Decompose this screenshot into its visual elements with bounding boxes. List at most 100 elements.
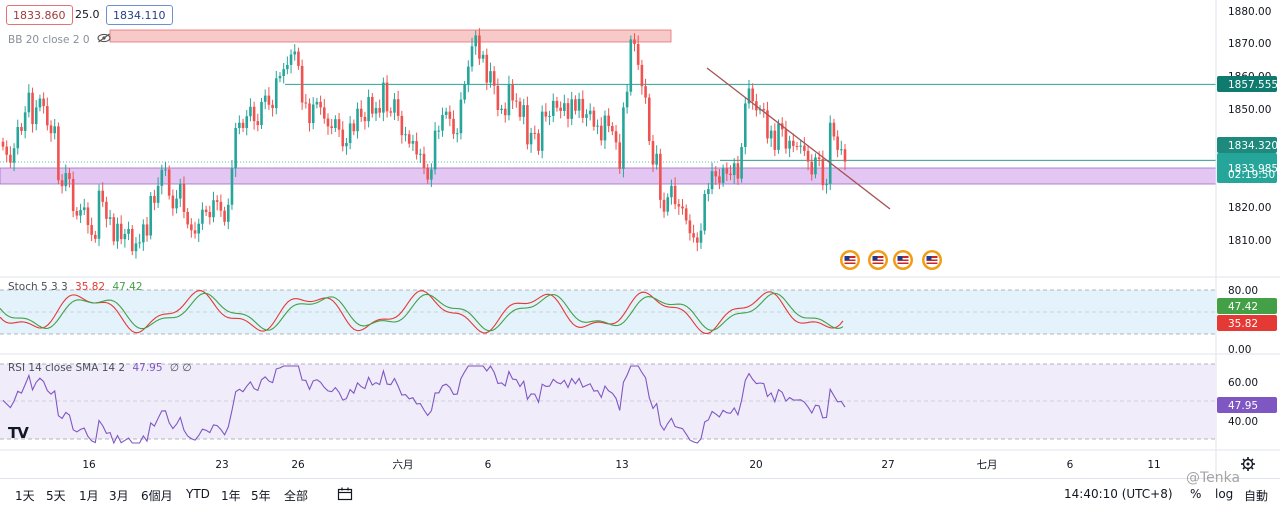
candle-body — [212, 200, 215, 218]
candle-body — [149, 195, 153, 236]
support-zone — [0, 167, 1217, 185]
rsi-label-text: RSI 14 close SMA 14 2 — [8, 362, 126, 374]
stoch-indicator-label[interactable]: Stoch 5 3 3 35.82 47.42 — [8, 281, 143, 293]
tradingview-logo-icon[interactable]: TV — [8, 424, 29, 442]
ask-price-badge[interactable]: 1834.110 — [106, 5, 173, 25]
candle-body — [260, 101, 263, 126]
candle-body — [430, 169, 433, 180]
candle-body — [348, 123, 352, 144]
timeframe-button[interactable]: 6個月 — [141, 489, 173, 503]
candle-body — [633, 39, 636, 45]
candle-body — [271, 104, 274, 109]
event-flag-stripe — [897, 261, 909, 263]
candle-body — [352, 123, 356, 132]
compare-range-icon[interactable] — [337, 487, 353, 504]
candle-body — [559, 107, 562, 112]
settings-gear-icon[interactable] — [1241, 457, 1255, 471]
candle-body — [570, 99, 574, 119]
time-tick-label: 23 — [215, 459, 228, 471]
indicator-tick-label: 80.00 — [1228, 285, 1258, 297]
candle-body — [300, 65, 304, 103]
candle-body — [223, 210, 226, 222]
bb-label-text: BB 20 close 2 0 — [8, 34, 90, 46]
timeframe-button[interactable]: 1年 — [221, 489, 241, 503]
candle-body — [828, 122, 832, 184]
candle-body — [503, 108, 507, 116]
bb-indicator-label[interactable]: BB 20 close 2 0 — [8, 33, 111, 46]
timeframe-button[interactable]: 1天 — [15, 489, 35, 503]
candle-body — [537, 133, 540, 151]
candle-body — [53, 126, 57, 134]
price-tick-label: 1810.00 — [1228, 235, 1271, 247]
candle-body — [238, 122, 241, 128]
candle-body — [304, 102, 308, 104]
candle-body — [784, 129, 788, 149]
us-flag-event-icon[interactable] — [868, 250, 888, 270]
event-flag-stripes — [897, 256, 909, 264]
auto-scale-toggle[interactable]: 自動 — [1244, 489, 1269, 503]
candle-body — [478, 35, 481, 59]
candle-body — [71, 178, 75, 212]
event-flag-canton — [897, 256, 903, 260]
candle-body — [507, 84, 511, 116]
candle-body — [566, 103, 570, 119]
eye-hidden-icon[interactable] — [97, 33, 111, 46]
candle-body — [193, 230, 197, 234]
stoch-k-value: 35.82 — [75, 281, 106, 293]
candle-body — [803, 145, 806, 151]
candle-body — [160, 169, 164, 186]
us-flag-event-icon[interactable] — [922, 250, 942, 270]
candle-body — [843, 149, 847, 162]
candle-body — [419, 153, 422, 155]
timeframe-button[interactable]: YTD — [186, 487, 210, 501]
candle-body — [681, 206, 684, 209]
candle-body — [252, 106, 256, 122]
us-flag-event-icon[interactable] — [840, 250, 860, 270]
candle-body — [116, 223, 119, 242]
candle-body — [9, 154, 12, 163]
bid-price-badge[interactable]: 1833.860 — [6, 5, 73, 25]
candle-body — [234, 127, 237, 169]
candle-body — [640, 64, 644, 87]
candle-body — [145, 224, 149, 236]
candle-body — [319, 101, 322, 108]
economic-events[interactable] — [840, 250, 942, 270]
percent-toggle[interactable]: % — [1190, 487, 1202, 501]
log-toggle[interactable]: log — [1215, 487, 1234, 501]
bid-badge-bg — [1217, 137, 1277, 153]
candle-body — [718, 176, 721, 183]
timeframe-button[interactable]: 5天 — [46, 489, 66, 503]
candle-body — [127, 228, 130, 234]
candle-body — [821, 159, 825, 186]
time-tick-label: 七月 — [977, 459, 998, 471]
candle-body — [256, 121, 260, 126]
candle-body — [315, 101, 319, 105]
candle-body — [326, 118, 330, 127]
candle-body — [496, 85, 500, 111]
candle-body — [49, 125, 53, 134]
event-flag-stripes — [872, 256, 884, 264]
timeframe-button[interactable]: 1月 — [79, 489, 99, 503]
rsi-indicator-label[interactable]: RSI 14 close SMA 14 2 47.95 ∅ ∅ — [8, 362, 192, 374]
stoch-d-line — [0, 292, 844, 332]
candle-body — [492, 71, 496, 86]
event-flag-canton — [872, 256, 878, 260]
candle-body — [625, 91, 629, 108]
candle-body — [286, 64, 289, 70]
timeframe-button[interactable]: 3月 — [109, 489, 129, 503]
candle-body — [769, 130, 773, 139]
candle-body — [359, 108, 363, 117]
timeframe-button[interactable]: 5年 — [251, 489, 271, 503]
candle-body — [563, 103, 566, 112]
candle-body — [27, 92, 31, 113]
candle-body — [31, 92, 34, 125]
us-flag-event-icon[interactable] — [893, 250, 913, 270]
candle-body — [382, 82, 385, 113]
timeframe-button[interactable]: 全部 — [284, 489, 309, 503]
candle-body — [732, 163, 736, 176]
candle-body — [714, 171, 718, 177]
candle-body — [404, 134, 407, 136]
clock-readout[interactable]: 14:40:10 (UTC+8) — [1064, 487, 1173, 501]
candle-body — [297, 51, 300, 66]
